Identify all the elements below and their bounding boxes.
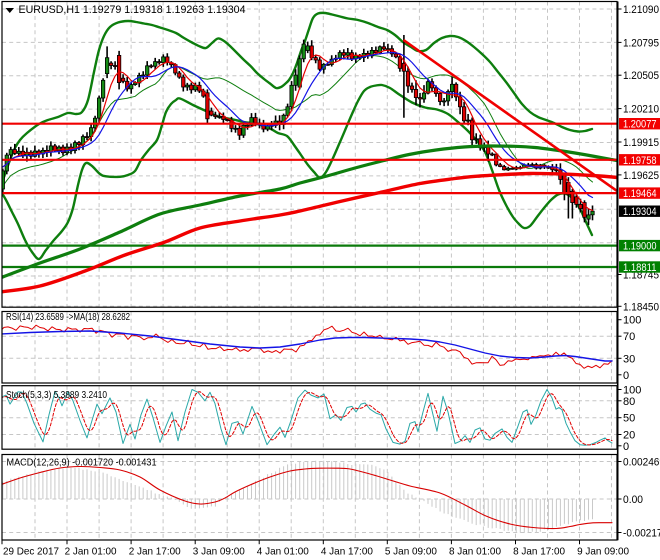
svg-text:Stoch(5,3,3) 5.3889 3.2410: Stoch(5,3,3) 5.3889 3.2410	[6, 389, 107, 401]
svg-text:EURUSD,H1 1.19279 1.19318 1.1: EURUSD,H1 1.19279 1.19318 1.19263 1.1930…	[19, 4, 246, 16]
svg-text:1.19464: 1.19464	[623, 188, 657, 200]
svg-text:4 Jan 17:00: 4 Jan 17:00	[321, 546, 373, 558]
svg-text:100: 100	[623, 315, 641, 327]
svg-text:8 Jan 17:00: 8 Jan 17:00	[513, 546, 565, 558]
svg-text:MACD(12,26,9) -0.001720 -0.001: MACD(12,26,9) -0.001720 -0.001431	[7, 457, 157, 469]
svg-text:0: 0	[623, 370, 629, 382]
svg-text:1.20077: 1.20077	[623, 119, 657, 131]
svg-text:1.18811: 1.18811	[623, 262, 657, 274]
svg-text:3 Jan 09:00: 3 Jan 09:00	[193, 546, 245, 558]
svg-text:50: 50	[623, 413, 635, 425]
svg-text:30: 30	[623, 353, 635, 365]
svg-text:1.21090: 1.21090	[623, 4, 659, 16]
svg-text:100: 100	[623, 385, 641, 397]
svg-text:RSI(14) 23.6589 ->MA(18) 28.6: RSI(14) 23.6589 ->MA(18) 28.6282	[6, 311, 130, 323]
svg-text:0.00: 0.00	[623, 494, 643, 506]
svg-text:1.19304: 1.19304	[623, 206, 657, 218]
svg-text:1.19758: 1.19758	[623, 155, 657, 167]
svg-text:1.20505: 1.20505	[623, 70, 659, 82]
svg-text:70: 70	[623, 331, 635, 343]
svg-text:20: 20	[623, 430, 635, 442]
svg-text:29 Dec 2017: 29 Dec 2017	[3, 546, 59, 558]
svg-text:1.19915: 1.19915	[623, 137, 659, 149]
svg-text:1.18450: 1.18450	[623, 301, 659, 313]
svg-text:0.002469: 0.002469	[623, 457, 660, 469]
svg-text:2 Jan 01:00: 2 Jan 01:00	[65, 546, 117, 558]
svg-text:2 Jan 17:00: 2 Jan 17:00	[129, 546, 181, 558]
svg-text:0: 0	[623, 441, 629, 453]
svg-text:1.20795: 1.20795	[623, 37, 659, 49]
svg-text:9 Jan 09:00: 9 Jan 09:00	[577, 546, 629, 558]
svg-text:8 Jan 01:00: 8 Jan 01:00	[449, 546, 501, 558]
svg-text:5 Jan 09:00: 5 Jan 09:00	[385, 546, 437, 558]
svg-text:1.19625: 1.19625	[623, 170, 659, 182]
svg-text:4 Jan 01:00: 4 Jan 01:00	[257, 546, 309, 558]
svg-text:80: 80	[623, 396, 635, 408]
svg-text:1.20210: 1.20210	[623, 104, 659, 116]
svg-text:1.19000: 1.19000	[623, 241, 657, 253]
